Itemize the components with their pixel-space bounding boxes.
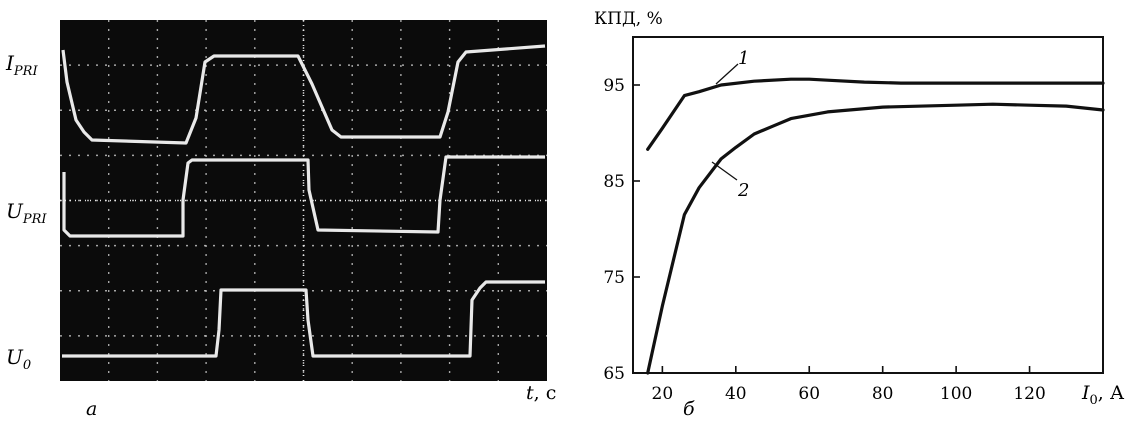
y-axis-label: КПД, % <box>594 9 663 29</box>
y-tick-label: 75 <box>603 268 625 288</box>
oscillogram-traces <box>61 44 546 358</box>
series-2-line <box>646 102 1105 375</box>
series-layer <box>646 77 1105 375</box>
i-pri-label: IPRI <box>5 51 38 79</box>
x-ticks: 20 40 60 80 100 120 <box>652 366 1046 404</box>
x-tick-label: 80 <box>872 384 894 404</box>
i-pri-trace <box>61 44 546 145</box>
curve-1-label: 1 <box>738 48 749 69</box>
x-tick-label: 120 <box>1013 384 1045 404</box>
x-tick-label: 20 <box>652 384 674 404</box>
y-tick-label: 95 <box>603 76 625 96</box>
y-ticks: 65 75 85 95 <box>603 76 640 384</box>
u0-trace <box>62 280 545 358</box>
panel-letter-b: б <box>683 398 695 420</box>
plot-frame <box>632 36 1104 374</box>
time-axis-label: t, с <box>526 382 556 404</box>
curve-2-label: 2 <box>737 180 749 201</box>
curve-labels: 1 2 <box>711 48 749 201</box>
u-pri-trace <box>62 155 545 238</box>
panel-letter-a: а <box>86 398 97 420</box>
x-tick-label: 100 <box>940 384 972 404</box>
y-tick-label: 65 <box>603 364 625 384</box>
oscillogram-panel <box>60 20 547 381</box>
x-tick-label: 60 <box>798 384 820 404</box>
x-axis-label: I0, А <box>1081 382 1125 408</box>
u-pri-label: UPRI <box>6 199 47 227</box>
curve-2-leader <box>711 161 738 181</box>
series-1-line <box>646 77 1105 151</box>
curve-1-leader <box>715 63 739 85</box>
efficiency-chart: 65 75 85 95 20 40 60 80 100 120 1 2 <box>603 36 1105 404</box>
u0-label: U0 <box>6 345 31 373</box>
oscillogram-grid <box>60 20 547 381</box>
y-tick-label: 85 <box>603 172 625 192</box>
x-tick-label: 40 <box>725 384 747 404</box>
